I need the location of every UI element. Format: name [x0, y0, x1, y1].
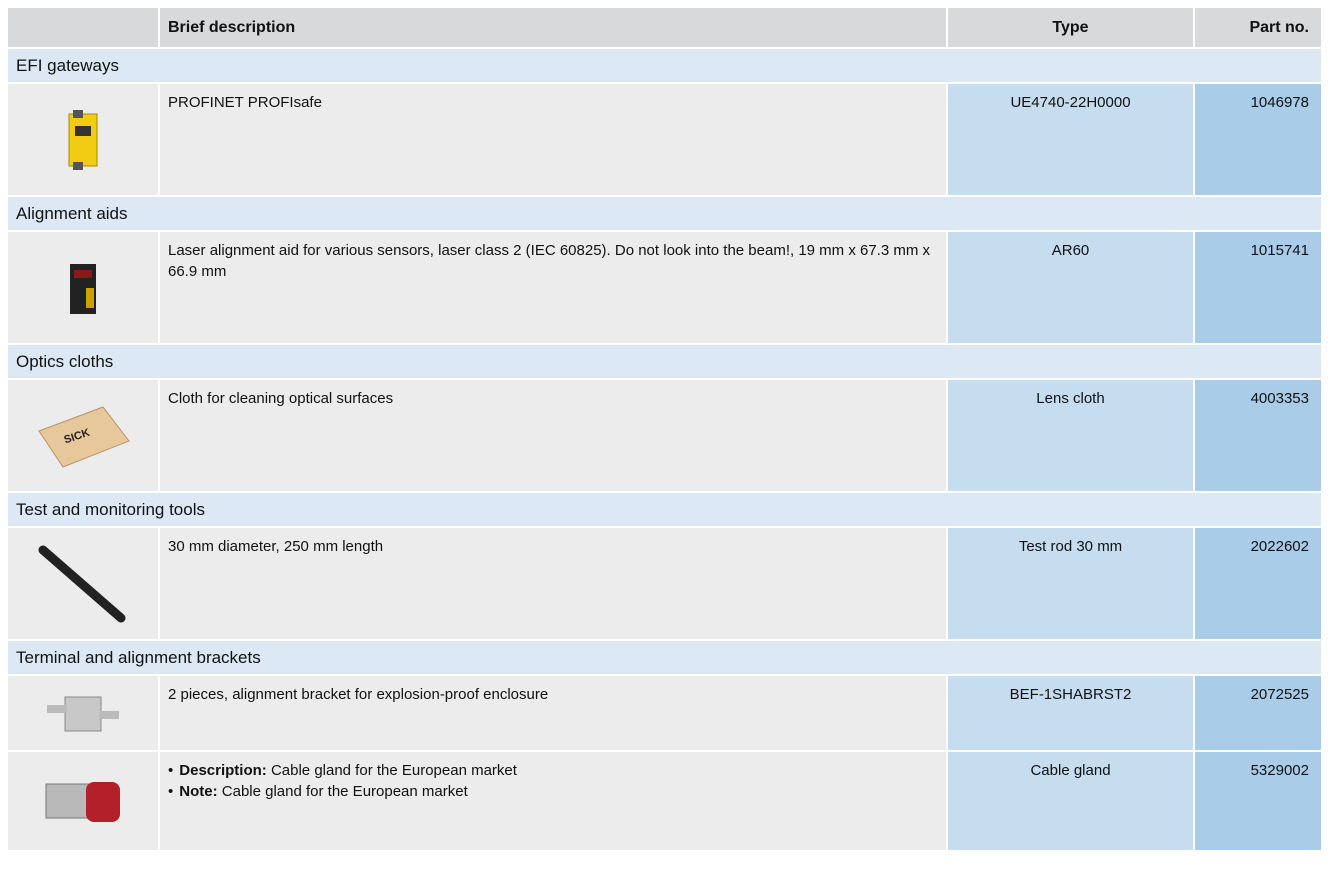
description: 30 mm diameter, 250 mm length	[160, 528, 946, 639]
icon-part	[73, 110, 83, 118]
description: Laser alignment aid for various sensors,…	[160, 232, 946, 343]
header-part-no: Part no.	[1195, 8, 1321, 47]
icon-part	[75, 126, 91, 136]
section-title: Test and monitoring tools	[8, 493, 1321, 526]
type: Lens cloth	[948, 380, 1193, 491]
type: AR60	[948, 232, 1193, 343]
product-image	[8, 752, 158, 850]
item-row: Description: Cable gland for the Europea…	[8, 752, 1321, 850]
item-row: Laser alignment aid for various sensors,…	[8, 232, 1321, 343]
bullet-text: Cable gland for the European market	[222, 783, 468, 800]
description: 2 pieces, alignment bracket for explosio…	[160, 676, 946, 750]
part-no: 5329002	[1195, 752, 1321, 850]
description: Description: Cable gland for the Europea…	[160, 752, 946, 850]
icon-part	[43, 550, 121, 618]
header-blank	[8, 8, 158, 47]
product-image: SICK	[8, 380, 158, 491]
bullet-text: Cable gland for the European market	[271, 762, 517, 779]
product-image	[8, 676, 158, 750]
bullet-list: Description: Cable gland for the Europea…	[168, 760, 938, 802]
product-image	[8, 84, 158, 195]
part-no: 4003353	[1195, 380, 1321, 491]
icon-part	[63, 108, 103, 172]
item-row: 2 pieces, alignment bracket for explosio…	[8, 676, 1321, 750]
type: Cable gland	[948, 752, 1193, 850]
icon-part	[38, 766, 128, 836]
bullet: Description: Cable gland for the Europea…	[168, 760, 938, 781]
description: Cloth for cleaning optical surfaces	[160, 380, 946, 491]
part-no: 1015741	[1195, 232, 1321, 343]
header-type: Type	[948, 8, 1193, 47]
type: UE4740-22H0000	[948, 84, 1193, 195]
part-no: 1046978	[1195, 84, 1321, 195]
icon-part	[33, 544, 133, 624]
section-title: EFI gateways	[8, 49, 1321, 82]
section-title: Terminal and alignment brackets	[8, 641, 1321, 674]
type: BEF-1SHABRST2	[948, 676, 1193, 750]
bullet: Note: Cable gland for the European marke…	[168, 781, 938, 802]
type: Test rod 30 mm	[948, 528, 1193, 639]
icon-part	[47, 705, 67, 713]
part-no: 2072525	[1195, 676, 1321, 750]
part-no: 2022602	[1195, 528, 1321, 639]
section-title: Alignment aids	[8, 197, 1321, 230]
icon-part: SICK	[33, 401, 133, 471]
section-title: Optics cloths	[8, 345, 1321, 378]
description: PROFINET PROFIsafe	[160, 84, 946, 195]
icon-part	[66, 258, 100, 318]
icon-part	[43, 683, 123, 743]
icon-part	[65, 697, 101, 731]
bullet-label: Description:	[179, 762, 267, 779]
icon-part	[99, 711, 119, 719]
bullet-label: Note:	[179, 783, 217, 800]
product-image	[8, 232, 158, 343]
page: {"header": {"description": "Brief descri…	[0, 0, 1329, 879]
icon-part	[86, 782, 120, 822]
icon-part	[69, 114, 97, 166]
header-row: Brief description Type Part no.	[8, 8, 1321, 47]
accessory-table: Brief description Type Part no. EFI gate…	[8, 8, 1321, 852]
icon-part	[86, 288, 94, 308]
product-image	[8, 528, 158, 639]
header-description: Brief description	[160, 8, 946, 47]
icon-part	[73, 162, 83, 170]
icon-part	[46, 784, 90, 818]
icon-part	[74, 270, 92, 278]
